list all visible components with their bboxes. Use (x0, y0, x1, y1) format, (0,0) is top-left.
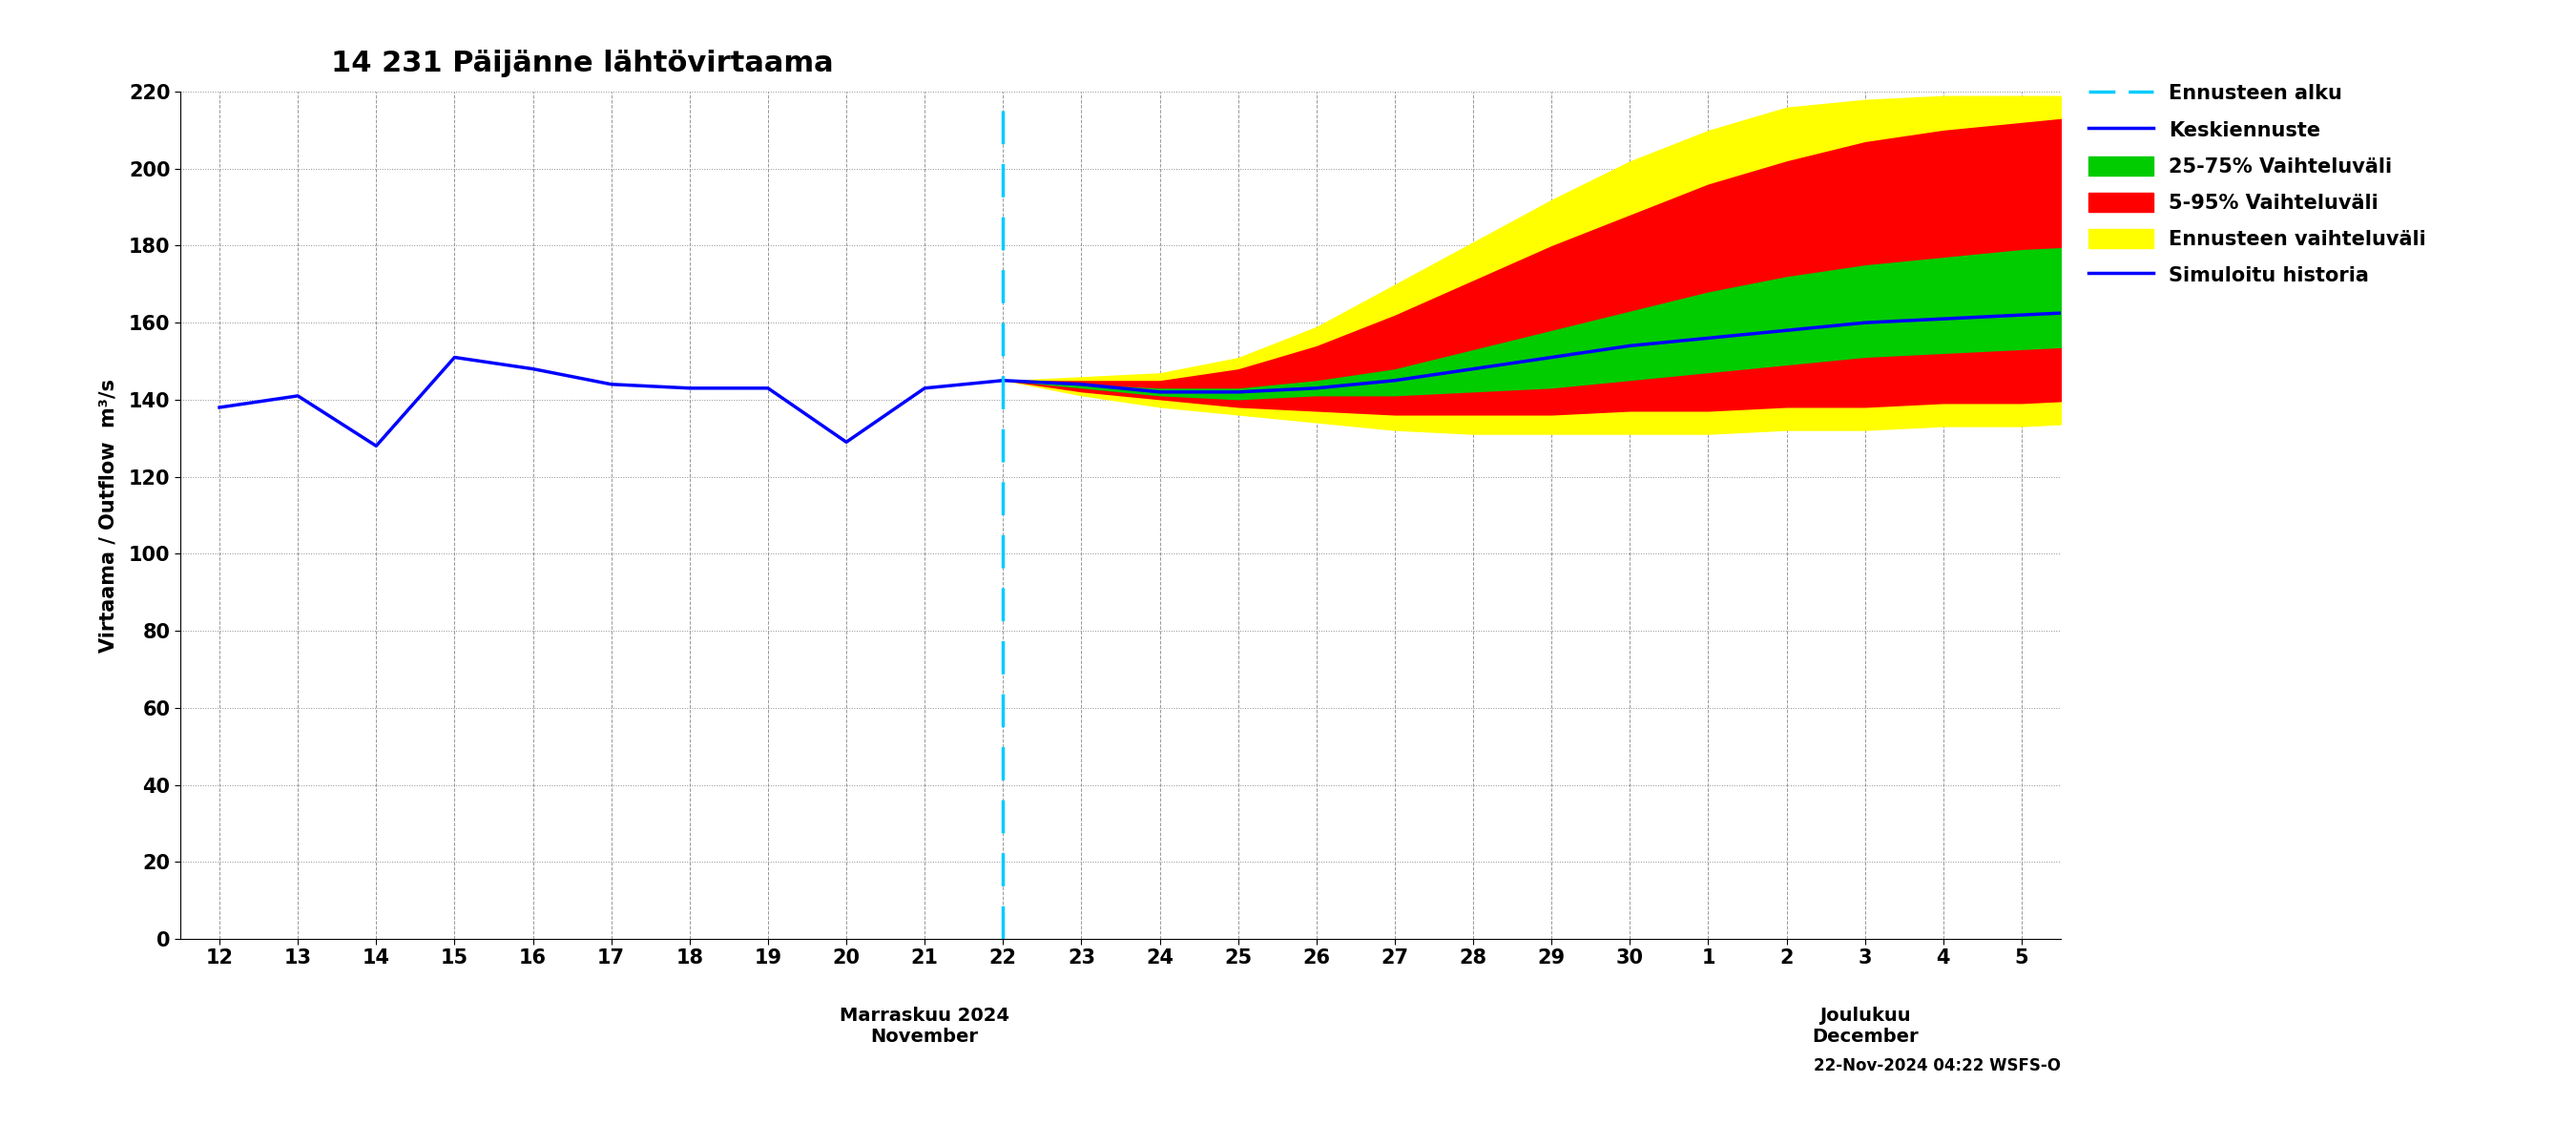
Text: 22-Nov-2024 04:22 WSFS-O: 22-Nov-2024 04:22 WSFS-O (1814, 1058, 2061, 1075)
Text: Joulukuu
December: Joulukuu December (1811, 1006, 1919, 1045)
Legend: Ennusteen alku, Keskiennuste, 25-75% Vaihteluväli, 5-95% Vaihteluväli, Ennusteen: Ennusteen alku, Keskiennuste, 25-75% Vai… (2079, 74, 2434, 294)
Text: 14 231 Päijänne lähtövirtaama: 14 231 Päijänne lähtövirtaama (330, 49, 832, 78)
Y-axis label: Virtaama / Outflow  m³/s: Virtaama / Outflow m³/s (100, 378, 118, 653)
Text: Marraskuu 2024
November: Marraskuu 2024 November (840, 1006, 1010, 1045)
